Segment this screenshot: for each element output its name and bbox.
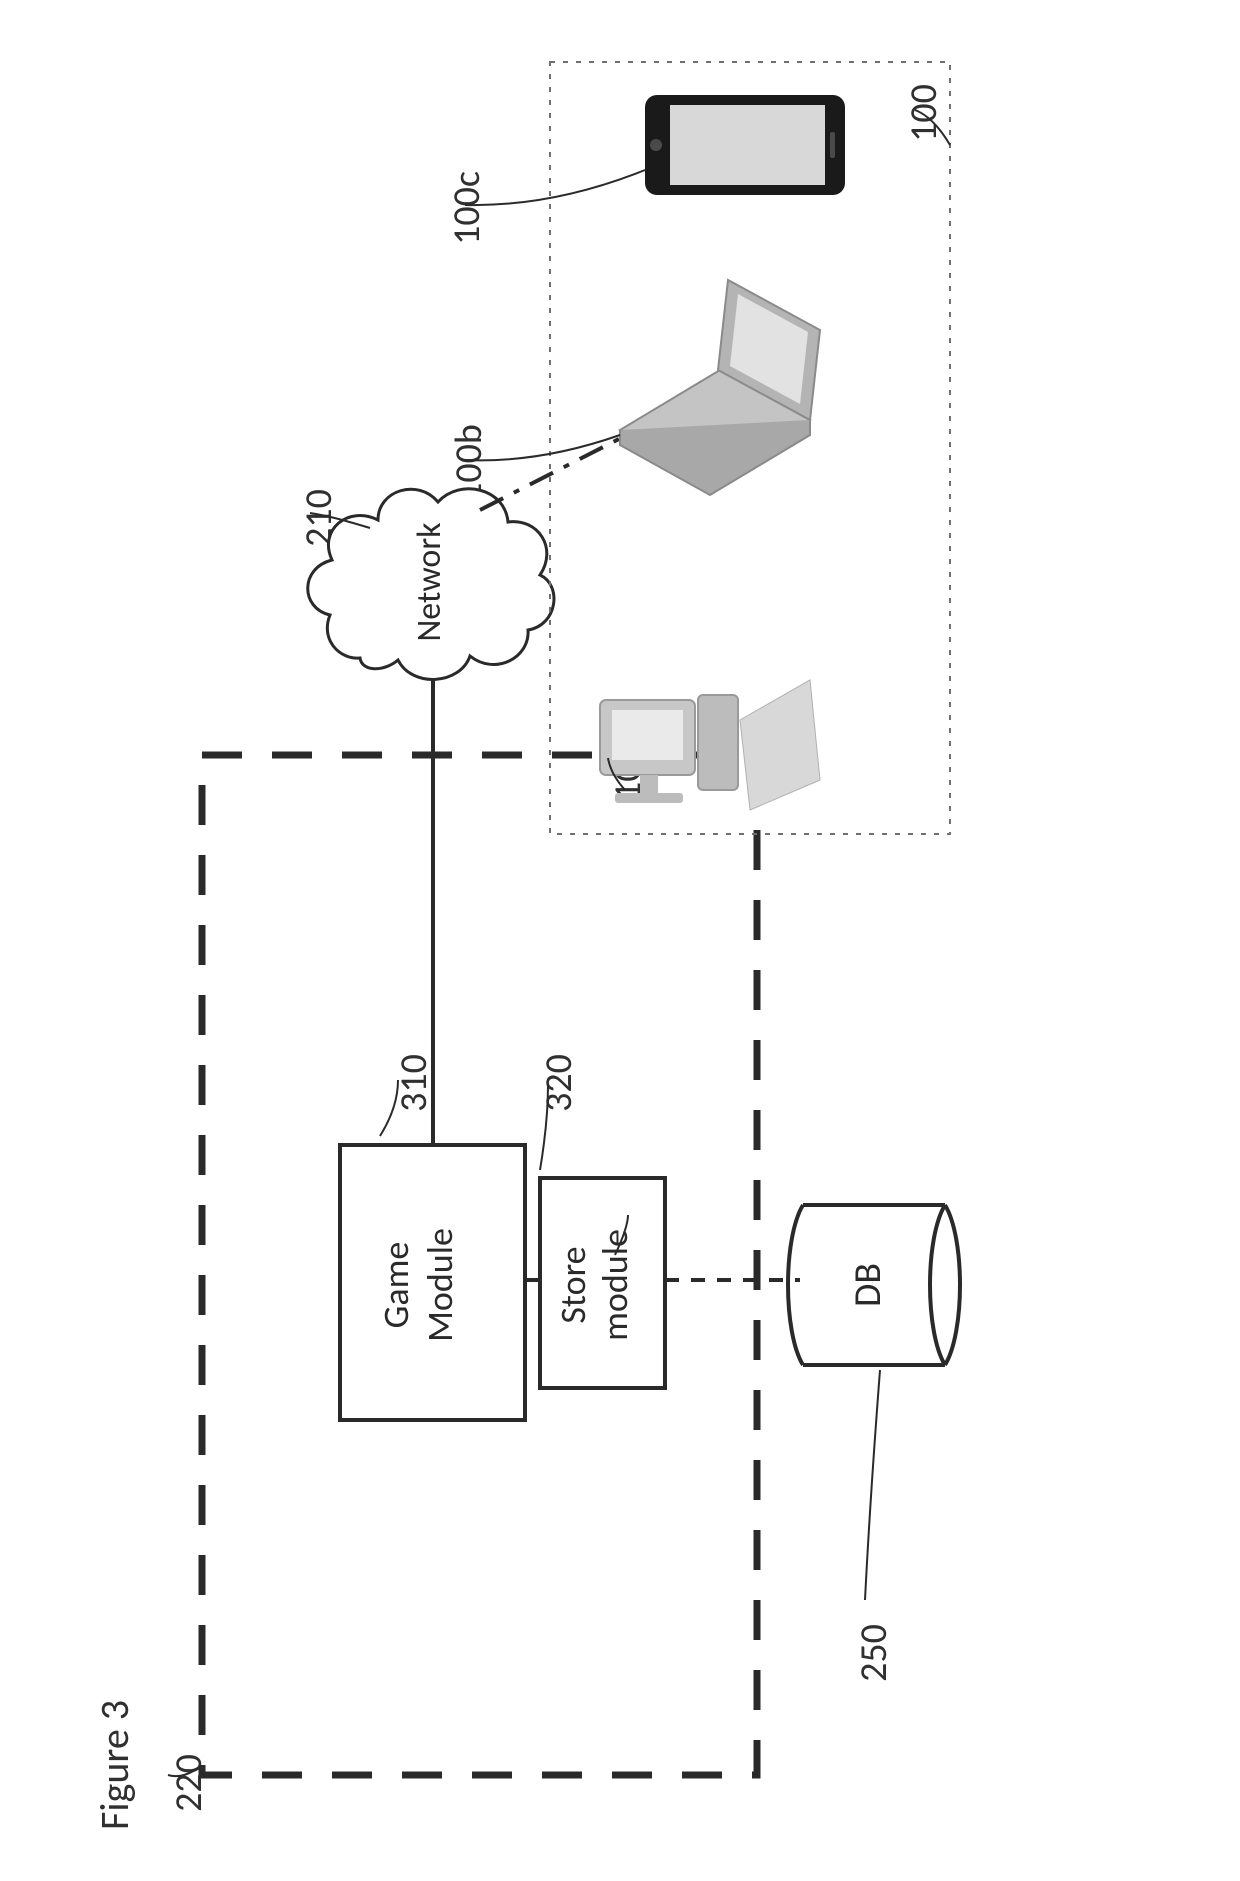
- lead-100b: [465, 435, 620, 460]
- phone-icon: [645, 95, 845, 195]
- lead-100c: [465, 170, 645, 205]
- game-module-text-1: Game: [374, 1242, 418, 1329]
- desktop-icon: [600, 680, 820, 810]
- lead-250: [865, 1370, 880, 1600]
- network-text: Network: [409, 522, 450, 642]
- game-module-text-2: Module: [418, 1228, 462, 1342]
- diagram-svg: Game Module Store module Network DB: [0, 0, 1240, 1881]
- store-module-text-2: module: [593, 1229, 637, 1341]
- store-module-text-1: Store: [551, 1246, 595, 1323]
- lead-310: [380, 1080, 398, 1136]
- laptop-icon: [620, 280, 820, 495]
- db-text: DB: [845, 1263, 891, 1307]
- lead-100: [915, 110, 950, 145]
- lead-320: [540, 1085, 548, 1170]
- lead-220: [168, 1768, 198, 1776]
